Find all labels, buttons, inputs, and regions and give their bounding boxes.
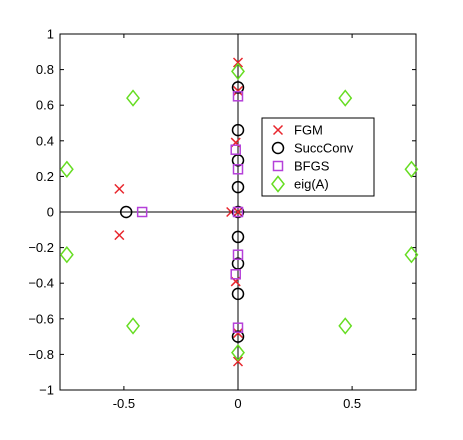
data-point [230,269,241,280]
data-point [232,328,244,339]
data-point [404,160,419,178]
legend-label: eig(A) [294,177,329,192]
x-tick-label: 0 [234,396,241,411]
data-point [404,246,419,264]
y-tick-label: −0.8 [28,347,54,362]
data-markers [59,57,419,367]
data-point [126,89,140,107]
data-point [114,183,125,194]
data-point [114,230,125,241]
data-point [230,144,241,155]
y-tick-label: −1 [39,383,54,398]
data-point [231,230,245,244]
data-point [232,164,244,175]
legend-label: SuccConv [294,141,354,156]
y-tick-label: 0.2 [36,169,54,184]
data-point [136,206,148,218]
data-point [232,206,244,218]
data-point [59,246,74,264]
legend-label: FGM [294,123,323,138]
y-tick-label: −0.6 [28,311,54,326]
legend-marker [271,175,285,193]
y-tick-label: 1 [47,27,54,42]
data-point [119,205,133,219]
y-tick-label: 0.4 [36,133,54,148]
legend-label: BFGS [294,159,330,174]
tick-marks [60,33,416,391]
data-point [338,89,353,107]
data-point [231,62,245,81]
data-point [232,57,244,68]
data-point [338,317,353,335]
y-tick-label: −0.2 [28,240,54,255]
data-point [232,206,244,218]
data-point [231,205,245,219]
data-point [126,317,140,335]
legend-marker [272,160,284,172]
legend: FGM SuccConv BFGS eig(A) [261,117,375,197]
y-tick-label: −0.4 [28,276,54,291]
tick-labels: -0.5 0 0.5 −1 −0.8 −0.6 −0.4 −0.2 0 0.2 0.4 0.6 0.8 1 [28,27,361,412]
data-point [232,356,244,367]
x-tick-label: 0.5 [343,396,361,411]
y-tick-label: 0.6 [36,98,54,113]
data-point [231,343,245,362]
x-tick-label: -0.5 [113,396,135,411]
series-2 [136,91,244,333]
data-point [231,123,245,137]
data-point [231,330,245,343]
data-point [59,160,74,178]
legend-marker [272,124,284,136]
data-point [232,85,244,96]
series-0 [114,57,244,367]
legend-marker [271,141,285,155]
series-3 [59,62,419,362]
legend-box [261,117,375,197]
y-tick-label: 0 [47,205,54,220]
data-point [232,249,244,260]
data-point [231,180,245,194]
data-point [231,81,245,94]
data-point [232,322,244,333]
data-point [231,287,245,301]
data-point [232,91,244,102]
y-tick-label: 0.8 [36,62,54,77]
